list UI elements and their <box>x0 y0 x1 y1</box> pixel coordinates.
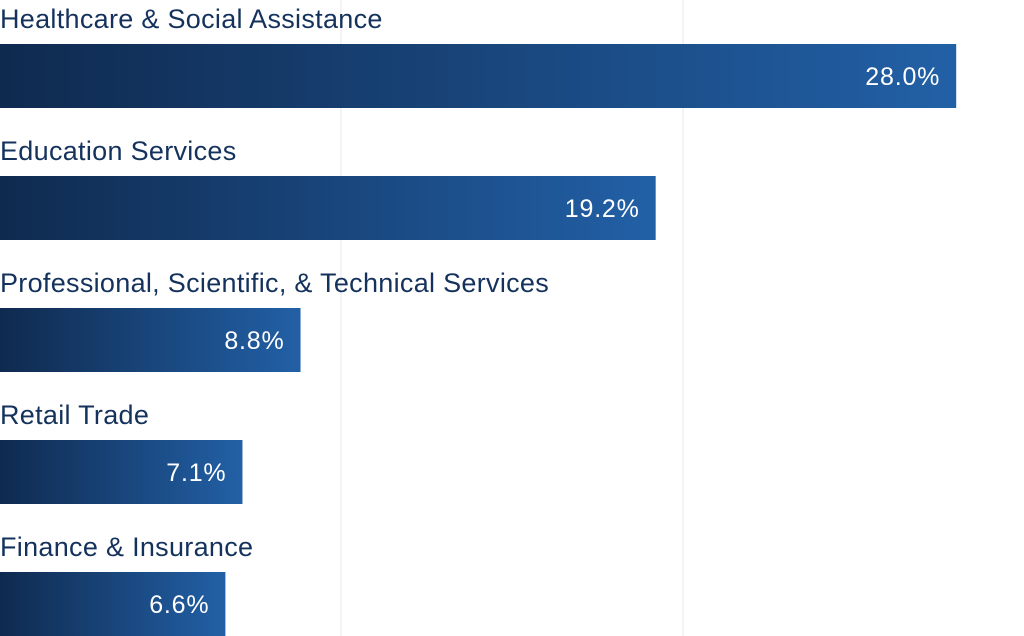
category-label: Healthcare & Social Assistance <box>0 4 383 34</box>
value-label: 7.1% <box>166 459 226 487</box>
value-label: 8.8% <box>224 327 284 355</box>
bar <box>0 176 656 240</box>
bar <box>0 572 226 636</box>
category-label: Education Services <box>0 136 237 166</box>
category-label: Finance & Insurance <box>0 532 253 562</box>
value-label: 28.0% <box>865 63 940 91</box>
bar <box>0 44 957 108</box>
category-label: Professional, Scientific, & Technical Se… <box>0 268 549 298</box>
bar <box>0 440 243 504</box>
bars <box>0 44 957 636</box>
labels: Healthcare & Social Assistance 28.0% Educa… <box>0 4 940 619</box>
bar <box>0 308 301 372</box>
category-label: Retail Trade <box>0 400 149 430</box>
value-label: 6.6% <box>149 591 209 619</box>
value-label: 19.2% <box>565 195 640 223</box>
